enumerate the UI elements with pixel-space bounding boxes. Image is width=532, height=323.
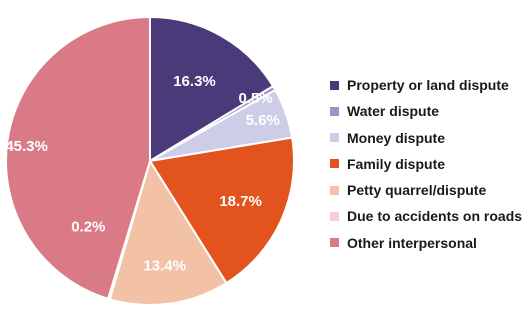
legend-label-water: Water dispute: [347, 103, 440, 120]
legend-swatch-family: [330, 159, 339, 169]
legend-swatch-property: [330, 80, 339, 90]
pie-slice-label-4: 18.7%: [219, 193, 262, 210]
pie-slice-1: [149, 15, 275, 163]
legend-label-other: Other interpersonal: [347, 234, 477, 251]
legend-item-accidents: Due to accidents on roads: [330, 205, 522, 227]
legend-label-family: Family dispute: [347, 155, 446, 172]
pie-slice-label-3: 5.6%: [246, 112, 280, 129]
legend-swatch-money: [330, 133, 339, 143]
pie-slice-4: [148, 136, 295, 285]
legend-label-property: Property or land dispute: [347, 77, 509, 93]
pie-slices: [5, 15, 295, 306]
legend-item-petty: Petty quarrel/dispute: [330, 179, 522, 201]
legend-swatch-water: [330, 106, 339, 116]
legend-swatch-petty: [330, 185, 339, 195]
pie-slice-label-2: 0.5%: [238, 90, 272, 107]
legend-item-other: Other interpersonal: [330, 232, 522, 254]
pie-slice-label-6: 0.2%: [71, 218, 105, 235]
pie-slice-7: [5, 15, 151, 301]
legend-label-accidents: Due to accidents on roads: [347, 208, 523, 225]
pie-slice-5: [108, 158, 228, 306]
pie-slice-label-7: 45.3%: [5, 138, 48, 155]
pie-slice-label-1: 16.3%: [173, 73, 216, 90]
legend-swatch-other: [330, 238, 339, 248]
legend-label-petty: Petty quarrel/dispute: [347, 182, 487, 199]
legend-item-money: Money dispute: [330, 127, 522, 149]
legend-item-family: Family dispute: [330, 153, 522, 175]
legend-label-money: Money dispute: [347, 129, 446, 146]
legend-item-water: Water dispute: [330, 100, 522, 122]
pie-slice-labels: 16.3% 0.5% 5.6% 18.7% 13.4% 0.2% 45.3%: [5, 73, 279, 275]
legend-item-property: Property or land dispute: [330, 74, 522, 96]
pie-slice-label-5: 13.4%: [143, 257, 186, 274]
legend-swatch-accidents: [330, 211, 339, 221]
legend: Property or land dispute Water dispute M…: [330, 74, 522, 258]
